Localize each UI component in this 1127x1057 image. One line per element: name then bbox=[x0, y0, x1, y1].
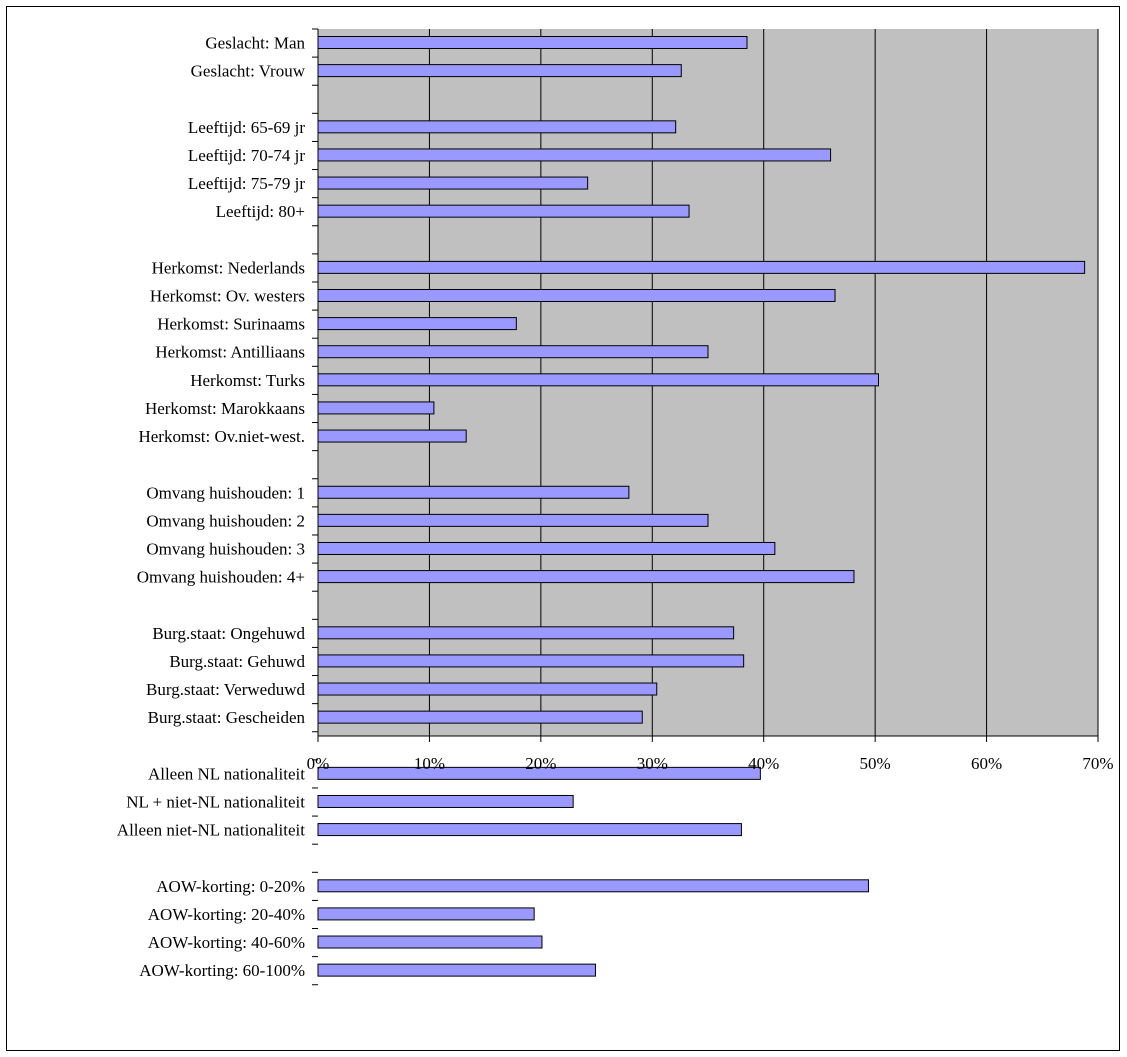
bar bbox=[317, 373, 879, 387]
bar bbox=[317, 654, 745, 668]
bar bbox=[317, 36, 748, 49]
bar bbox=[317, 120, 677, 134]
category-label: Leeftijd: 70-74 jr bbox=[188, 146, 305, 165]
category-label: Herkomst: Ov.niet-west. bbox=[138, 427, 305, 446]
bar bbox=[317, 176, 589, 190]
category-label: Herkomst: Marokkaans bbox=[145, 399, 305, 418]
category-label: Burg.staat: Verweduwd bbox=[146, 680, 305, 699]
x-tick-label: 10% bbox=[414, 754, 445, 773]
category-labels: Geslacht: Man Geslacht: Vrouw Leeftijd: 65… bbox=[117, 34, 306, 981]
category-label: Alleen niet-NL nationaliteit bbox=[117, 821, 305, 840]
x-tick-label: 40% bbox=[748, 754, 779, 773]
bar bbox=[317, 570, 855, 584]
bar bbox=[317, 879, 869, 893]
bar bbox=[317, 345, 709, 359]
bar bbox=[317, 260, 1086, 274]
category-label: Burg.staat: Gescheiden bbox=[148, 708, 306, 727]
bar-chart: Geslacht: Man Geslacht: Vrouw Leeftijd: 65… bbox=[117, 28, 1114, 986]
category-label: Leeftijd: 75-79 jr bbox=[188, 174, 305, 193]
category-label: Herkomst: Turks bbox=[190, 371, 305, 390]
bar bbox=[317, 204, 690, 218]
bar bbox=[317, 148, 832, 162]
category-label: Burg.staat: Gehuwd bbox=[169, 652, 305, 671]
category-label: Omvang huishouden: 3 bbox=[146, 539, 305, 558]
category-label: Geslacht: Man bbox=[205, 34, 305, 53]
bar bbox=[317, 794, 574, 808]
category-label: Herkomst: Nederlands bbox=[152, 258, 305, 277]
bar bbox=[317, 541, 776, 555]
x-tick-labels: 0% 10% 20% 30% 40% 50% 60% 70% bbox=[307, 754, 1114, 773]
bar bbox=[317, 288, 836, 302]
category-label: AOW-korting: 40-60% bbox=[148, 933, 305, 952]
category-label: Omvang huishouden: 1 bbox=[146, 483, 305, 502]
bar bbox=[317, 626, 735, 640]
category-label: Herkomst: Antilliaans bbox=[155, 343, 305, 362]
category-label: Omvang huishouden: 2 bbox=[146, 511, 305, 530]
x-tick-label: 70% bbox=[1082, 754, 1113, 773]
bar bbox=[317, 485, 630, 499]
bar bbox=[317, 513, 709, 527]
bar bbox=[317, 907, 535, 921]
category-label: AOW-korting: 0-20% bbox=[156, 877, 305, 896]
bar bbox=[317, 766, 761, 780]
x-tick-label: 60% bbox=[971, 754, 1002, 773]
bar bbox=[317, 682, 658, 696]
bars bbox=[317, 36, 1086, 977]
category-label: Leeftijd: 80+ bbox=[216, 202, 305, 221]
bar bbox=[317, 710, 643, 724]
category-label: AOW-korting: 60-100% bbox=[139, 961, 305, 980]
category-label: Herkomst: Ov. westers bbox=[150, 286, 305, 305]
category-label: Herkomst: Surinaams bbox=[157, 315, 305, 334]
category-label: AOW-korting: 20-40% bbox=[148, 905, 305, 924]
x-tick-label: 30% bbox=[637, 754, 668, 773]
category-label: Omvang huishouden: 4+ bbox=[137, 568, 305, 587]
category-label: Alleen NL nationaliteit bbox=[148, 764, 305, 783]
chart-frame: Geslacht: Man Geslacht: Vrouw Leeftijd: 65… bbox=[6, 6, 1120, 1051]
x-tick-label: 50% bbox=[860, 754, 891, 773]
category-label: NL + niet-NL nationaliteit bbox=[126, 792, 305, 811]
bar bbox=[317, 64, 682, 78]
bar bbox=[317, 401, 435, 415]
x-tick-label: 20% bbox=[525, 754, 556, 773]
category-label: Geslacht: Vrouw bbox=[191, 62, 306, 81]
category-label: Burg.staat: Ongehuwd bbox=[152, 624, 305, 643]
bar bbox=[317, 429, 467, 443]
bar bbox=[317, 317, 517, 331]
x-tick-label: 0% bbox=[307, 754, 330, 773]
category-label: Leeftijd: 65-69 jr bbox=[188, 118, 305, 137]
bar bbox=[317, 823, 742, 837]
bar bbox=[317, 935, 543, 949]
axes bbox=[312, 28, 1099, 986]
bar bbox=[317, 963, 596, 977]
